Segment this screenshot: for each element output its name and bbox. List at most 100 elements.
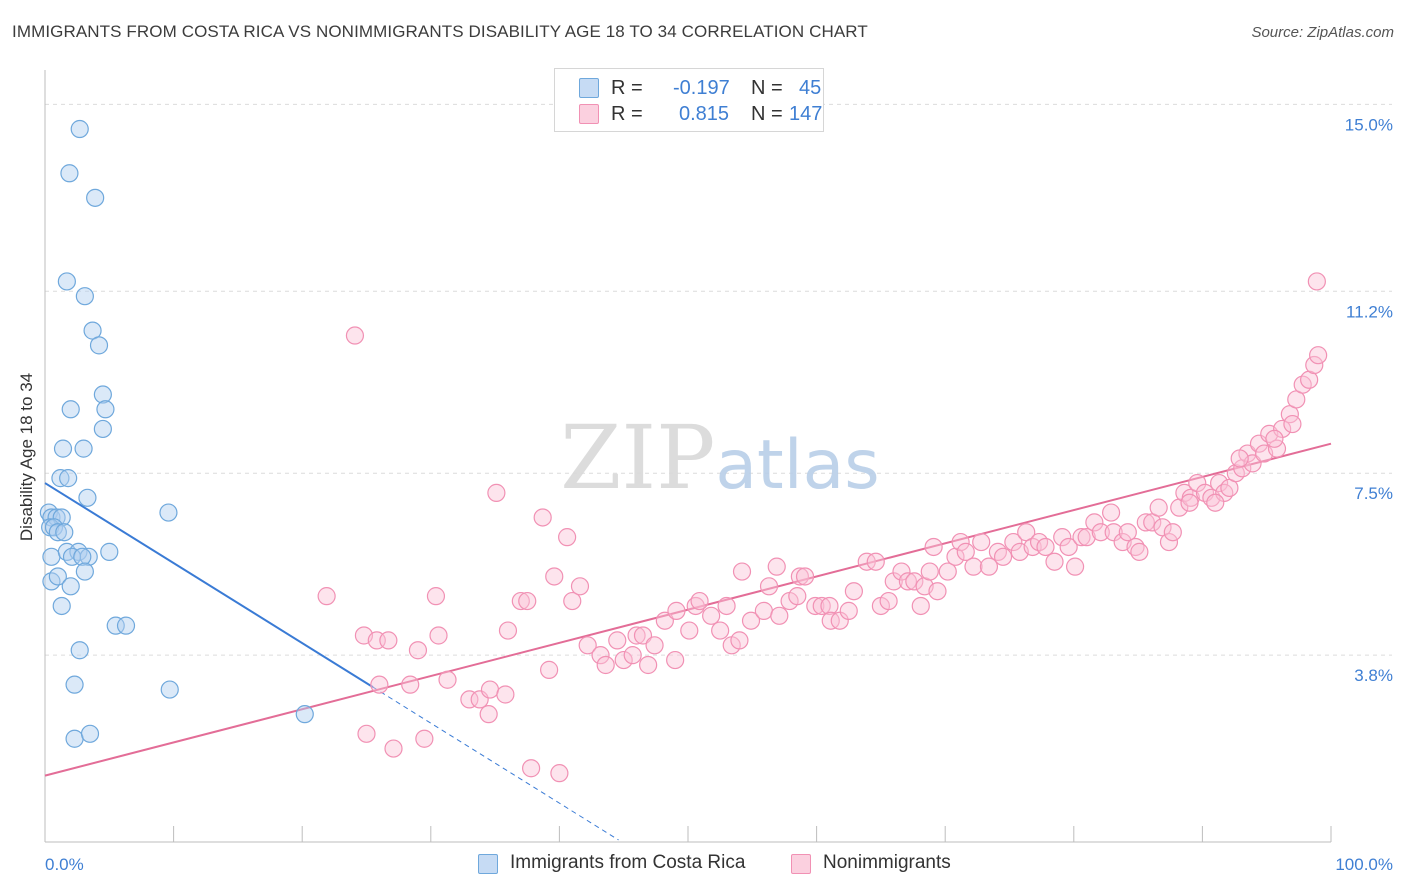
point-nonimmigrants [479,705,498,724]
point-nonimmigrants [667,601,686,620]
y-axis-label: Disability Age 18 to 34 [17,373,36,541]
point-immigrants [89,336,109,355]
x-tick-label: 100.0% [1335,855,1393,874]
point-nonimmigrants [633,626,653,645]
legend-pink-n-label: N = [751,103,783,125]
point-immigrants [75,562,94,581]
point-nonimmigrants [426,587,446,606]
watermark-zip: ZIP [560,406,715,509]
point-nonimmigrants [460,690,479,709]
point-nonimmigrants [788,587,807,606]
point-nonimmigrants [956,542,975,561]
point-immigrants [51,469,70,488]
point-nonimmigrants [1085,513,1104,532]
point-nonimmigrants [1065,557,1085,576]
point-nonimmigrants [1188,473,1207,493]
point-nonimmigrants [563,591,582,611]
point-nonimmigrants [1104,523,1123,542]
source-credit: Source: ZipAtlas.com [1251,24,1394,41]
point-nonimmigrants [790,567,809,586]
point-immigrants [65,675,84,694]
point-immigrants [106,616,125,635]
point-nonimmigrants [522,759,541,778]
point-nonimmigrants [639,655,658,675]
point-immigrants [62,547,82,566]
y-tick-label: 11.2% [1346,302,1393,321]
point-nonimmigrants [550,764,569,783]
point-nonimmigrants [578,636,597,655]
point-nonimmigrants [1101,503,1121,522]
point-nonimmigrants [1215,483,1234,502]
point-nonimmigrants [754,601,773,620]
point-immigrants [159,503,178,522]
point-nonimmigrants [518,591,537,611]
series-legend-label-immigrants: Immigrants from Costa Rica [510,852,746,873]
point-immigrants [48,567,67,586]
point-nonimmigrants [533,508,552,527]
point-nonimmigrants [711,621,730,640]
point-nonimmigrants [317,587,336,606]
tick-labels: 3.8% 7.5% 11.2% 15.0% 0.0% 100.0% [45,115,1393,874]
point-nonimmigrants [844,582,863,601]
point-nonimmigrants [345,326,365,345]
point-nonimmigrants [702,606,721,625]
point-immigrants [78,488,97,507]
watermark-atlas: atlas [715,426,879,505]
x-tick-label: 0.0% [45,855,84,874]
point-nonimmigrants [680,621,699,640]
point-nonimmigrants [905,572,924,591]
point-nonimmigrants [1159,532,1179,552]
point-nonimmigrants [717,596,736,616]
point-nonimmigrants [830,611,849,630]
point-nonimmigrants [1273,419,1292,439]
point-nonimmigrants [558,528,577,547]
point-nonimmigrants [920,562,939,581]
series-legend-swatch-blue [478,854,498,874]
point-nonimmigrants [1149,498,1168,517]
series-legend-label-nonimmigrants: Nonimmigrants [823,852,951,873]
point-nonimmigrants [884,572,903,591]
point-nonimmigrants [812,596,831,616]
point-nonimmigrants [741,611,761,630]
point-immigrants [70,119,89,139]
point-nonimmigrants [759,577,779,596]
point-nonimmigrants [645,636,664,655]
point-nonimmigrants [1230,449,1249,468]
point-nonimmigrants [964,557,983,576]
point-nonimmigrants [732,562,752,581]
point-immigrants [75,287,94,306]
point-nonimmigrants [384,739,403,758]
point-immigrants [100,542,119,561]
legend-pink-n-value: 147 [789,103,823,125]
point-nonimmigrants [511,591,530,611]
point-nonimmigrants [1180,493,1199,512]
legend-blue-r-value: -0.197 [673,77,730,99]
point-nonimmigrants [770,606,789,625]
point-nonimmigrants [415,729,434,748]
correlation-legend: R = -0.197 N = 45 R = 0.815 N = 147 [554,68,824,132]
point-immigrants [65,729,84,748]
point-nonimmigrants [379,631,398,650]
point-nonimmigrants [898,572,918,591]
point-nonimmigrants [408,641,428,660]
point-nonimmigrants [892,562,911,581]
y-tick-label: 15.0% [1345,115,1393,134]
point-nonimmigrants [1265,429,1284,448]
point-nonimmigrants [1045,552,1064,571]
point-nonimmigrants [614,650,633,670]
point-immigrants [61,577,80,596]
point-nonimmigrants [370,675,389,694]
point-nonimmigrants [1036,537,1055,557]
trend-line-immigrants [44,482,374,688]
legend-pink-r-value: 0.815 [679,103,730,125]
point-immigrants [53,439,73,458]
point-nonimmigrants [911,596,930,616]
point-immigrants [48,523,67,542]
point-nonimmigrants [1053,528,1072,547]
point-nonimmigrants [1283,414,1302,434]
point-nonimmigrants [429,626,448,645]
point-nonimmigrants [993,547,1013,566]
point-nonimmigrants [480,680,500,699]
point-immigrants [93,385,112,404]
